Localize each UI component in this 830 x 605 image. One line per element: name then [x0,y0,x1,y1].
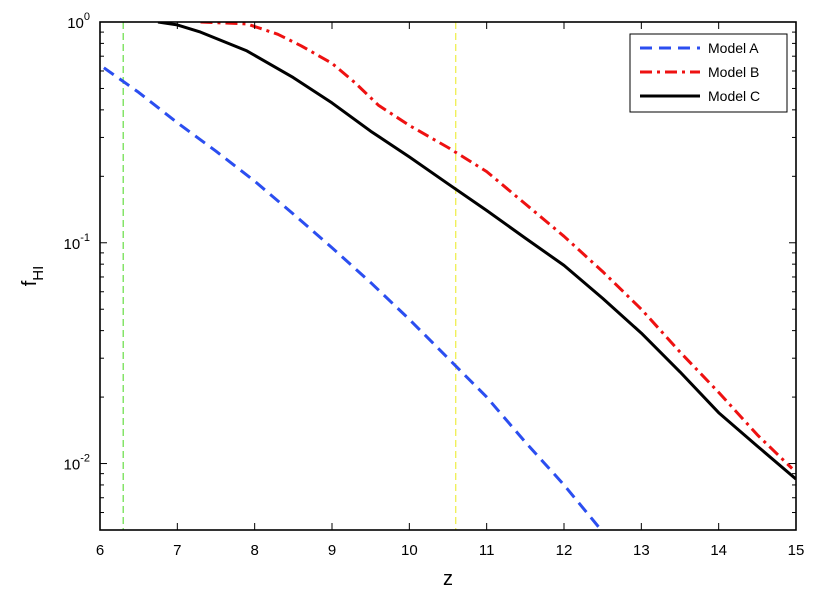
legend-label: Model B [708,64,759,80]
y-tick-label: 100 [67,11,90,32]
y-tick-base: 10 [64,236,81,253]
y-tick-label: 10-1 [64,232,90,253]
y-tick-base: 10 [64,457,81,474]
x-tick-label: 11 [479,542,495,559]
series-line-model-b [200,22,794,470]
x-tick-label: 8 [250,542,258,559]
y-axis-label: fHI [19,266,47,287]
x-tick-label: 6 [96,542,104,559]
y-axis-label-sub: HI [30,266,47,281]
x-tick-label: 13 [633,542,650,559]
y-tick-exponent: -1 [80,232,90,244]
y-tick-exponent: 0 [84,11,90,23]
legend-label: Model A [708,40,759,56]
x-tick-label: 14 [710,542,727,559]
plot-frame [99,21,797,531]
x-tick-label: 7 [173,542,181,559]
x-tick-label: 12 [556,542,573,559]
y-tick-label: 10-2 [64,453,90,474]
svg-text:fHI: fHI [19,266,47,287]
y-axis-label-main: f [19,280,41,286]
legend: Model A Model B Model C [629,33,788,113]
x-tick-labels: 6 7 8 9 10 11 12 13 14 15 [96,542,805,559]
x-tick-label: 15 [788,542,805,559]
y-tick-exponent: -2 [80,453,90,465]
legend-label: Model C [708,88,760,104]
reference-lines [122,22,457,530]
series-layer [103,22,796,530]
x-tick-label: 10 [401,542,418,559]
x-axis-label: z [443,568,453,590]
y-tick-base: 10 [67,15,84,32]
x-tick-label: 9 [328,542,336,559]
series-line-model-c [157,22,796,481]
legend-box [629,33,788,113]
series-line-model-a [103,66,604,530]
